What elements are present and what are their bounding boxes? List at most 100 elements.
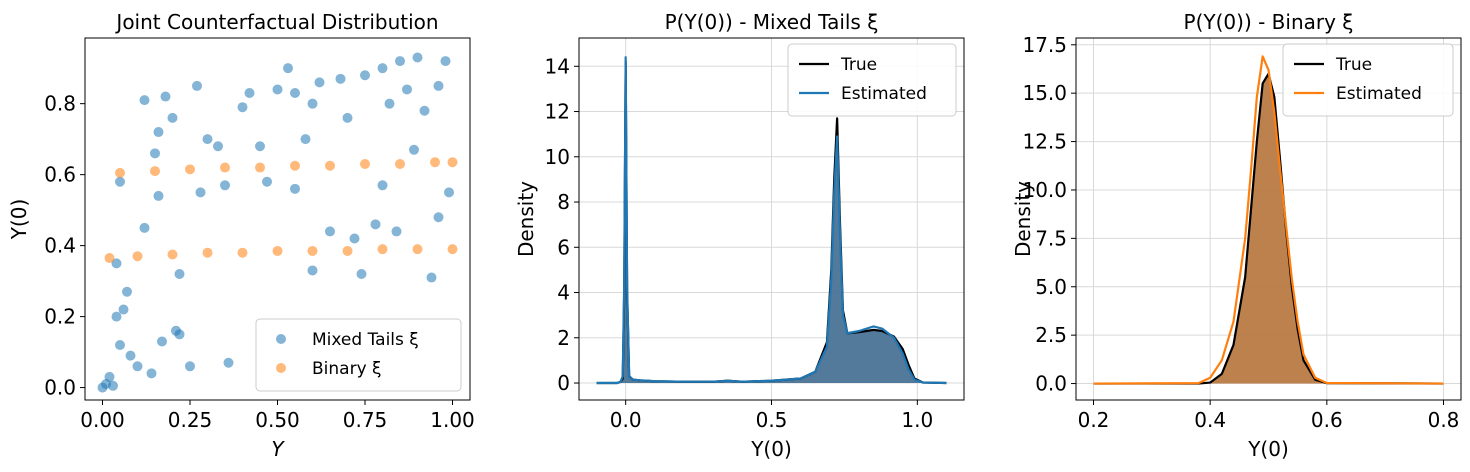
scatter-point bbox=[220, 162, 230, 173]
scatter-point bbox=[223, 357, 234, 368]
scatter-point bbox=[255, 141, 265, 152]
legend-box bbox=[1282, 43, 1454, 117]
scatter-point bbox=[283, 63, 293, 74]
scatter-point bbox=[384, 98, 395, 109]
legend: True Estimated bbox=[787, 43, 957, 117]
plot-area bbox=[596, 56, 947, 385]
legend: True Estimated bbox=[1282, 43, 1454, 117]
scatter-point bbox=[115, 167, 125, 178]
scatter-point bbox=[300, 134, 311, 145]
y-tick-label: 0.4 bbox=[44, 234, 76, 258]
scatter-point bbox=[391, 226, 402, 237]
legend-box bbox=[255, 318, 462, 392]
scatter-point bbox=[122, 286, 132, 297]
x-tick-label: 0.50 bbox=[255, 408, 300, 432]
scatter-point bbox=[118, 304, 129, 315]
legend-marker bbox=[276, 363, 286, 373]
plot-area bbox=[1093, 55, 1444, 385]
scatter-point bbox=[447, 157, 458, 168]
y-tick-label: 2.5 bbox=[1035, 323, 1067, 347]
scatter-point bbox=[202, 247, 213, 258]
scatter-point bbox=[139, 95, 150, 106]
scatter-point bbox=[132, 361, 143, 372]
y-axis-label: Y(0) bbox=[7, 199, 31, 241]
scatter-point bbox=[377, 180, 388, 191]
density-fill-area bbox=[1093, 73, 1444, 384]
scatter-point bbox=[307, 265, 318, 276]
y-tick-label: 12.5 bbox=[1022, 130, 1067, 154]
scatter-point bbox=[244, 88, 255, 99]
series-line-1 bbox=[1093, 55, 1444, 385]
x-axis-label: Y(0) bbox=[1247, 437, 1289, 461]
scatter-point bbox=[360, 158, 370, 169]
x-tick-label: 0.6 bbox=[1311, 408, 1343, 432]
x-tick-label: 0.5 bbox=[756, 408, 788, 432]
chart-panel-2: 0.2 0.4 0.6 0.8 0.0 2.5 5.0 7.5 10.0 12.5 15.0 17.5… bbox=[1011, 10, 1462, 461]
chart-panel-0: 0.00 0.25 0.50 0.75 1.00 0.0 0.2 0.4 0.6 0.8 Joint… bbox=[7, 10, 475, 461]
scatter-point bbox=[192, 80, 202, 91]
chart-title: P(Y(0)) - Binary ξ bbox=[1184, 10, 1354, 34]
scatter-point bbox=[237, 247, 248, 258]
y-tick-label: 10.0 bbox=[1022, 178, 1067, 202]
scatter-point bbox=[447, 244, 458, 255]
scatter-point bbox=[325, 226, 335, 237]
y-tick-label: 0 bbox=[557, 371, 570, 395]
legend-entry-label: True bbox=[840, 55, 877, 75]
y-tick-label: 5.0 bbox=[1035, 275, 1067, 299]
scatter-point bbox=[115, 339, 125, 350]
y-tick-label: 0.0 bbox=[44, 376, 76, 400]
scatter-point bbox=[157, 336, 167, 347]
scatter-point bbox=[412, 244, 423, 255]
scatter-point bbox=[395, 158, 405, 169]
scatter-point bbox=[174, 269, 185, 280]
scatter-point bbox=[290, 160, 300, 171]
scatter-point bbox=[115, 176, 125, 187]
ticks: 0.2 0.4 0.6 0.8 0.0 2.5 5.0 7.5 10.0 12.5 15.0 17.5 bbox=[1022, 33, 1459, 432]
x-axis-label: Y(0) bbox=[750, 437, 792, 461]
scatter-point bbox=[237, 102, 248, 113]
scatter-point bbox=[125, 350, 136, 361]
scatter-point bbox=[255, 162, 265, 173]
legend-entry-label: Binary ξ bbox=[312, 359, 382, 379]
scatter-point bbox=[272, 84, 283, 95]
scatter-point bbox=[440, 56, 451, 67]
y-tick-label: 0.0 bbox=[1035, 372, 1067, 396]
scatter-point bbox=[430, 157, 440, 168]
scatter-point bbox=[433, 212, 444, 223]
scatter-point bbox=[111, 311, 122, 322]
legend: Mixed Tails ξ Binary ξ bbox=[255, 318, 462, 392]
legend-entry-label: Estimated bbox=[841, 84, 927, 104]
scatter-point bbox=[307, 245, 318, 256]
y-tick-label: 6 bbox=[557, 235, 570, 259]
ticks: 0.0 0.5 1.0 0 2 4 6 8 10 12 14 bbox=[545, 54, 934, 432]
scatter-point bbox=[290, 183, 300, 194]
scatter-point bbox=[150, 148, 160, 159]
x-tick-label: 0.4 bbox=[1194, 408, 1226, 432]
x-tick-label: 0.75 bbox=[343, 408, 388, 432]
scatter-point bbox=[325, 160, 335, 171]
y-tick-label: 7.5 bbox=[1035, 226, 1067, 250]
y-tick-label: 0.2 bbox=[44, 305, 76, 329]
series-1 bbox=[104, 157, 458, 264]
scatter-point bbox=[220, 180, 230, 191]
y-tick-label: 2 bbox=[557, 326, 570, 350]
scatter-point bbox=[150, 166, 160, 177]
scatter-point bbox=[395, 56, 405, 67]
scatter-point bbox=[104, 371, 115, 382]
axes-frame bbox=[1075, 37, 1462, 401]
scatter-point bbox=[342, 112, 353, 123]
scatter-point bbox=[146, 368, 157, 379]
plot-area bbox=[97, 52, 458, 393]
x-tick-label: 1.00 bbox=[430, 408, 475, 432]
x-tick-label: 0.00 bbox=[80, 408, 125, 432]
scatter-point bbox=[153, 190, 164, 201]
scatter-point bbox=[370, 219, 381, 230]
scatter-point bbox=[213, 141, 223, 152]
scatter-point bbox=[412, 52, 423, 63]
x-axis-label: Y bbox=[271, 437, 285, 461]
chart-panel-1: 0.0 0.5 1.0 0 2 4 6 8 10 12 14 P(Y(0)) - Mixed Tail… bbox=[514, 10, 965, 461]
scatter-point bbox=[314, 77, 325, 88]
legend-marker bbox=[276, 334, 286, 344]
chart-title: Joint Counterfactual Distribution bbox=[114, 10, 438, 34]
